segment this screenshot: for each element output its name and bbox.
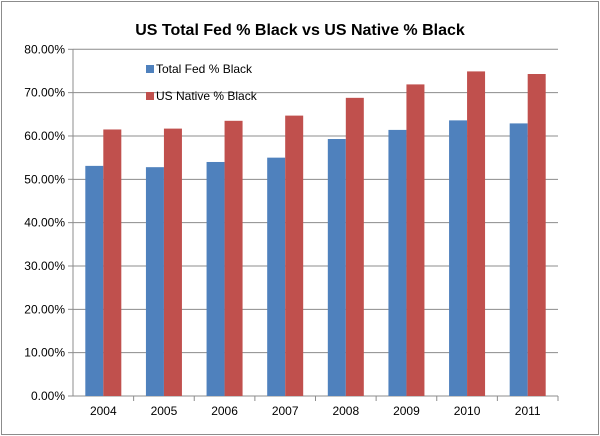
bar-us-native-2004 bbox=[103, 129, 122, 397]
bar-total-fed-2011 bbox=[509, 123, 528, 396]
bar-total-fed-2009 bbox=[388, 129, 407, 396]
legend-label: US Native % Black bbox=[156, 89, 258, 103]
x-tick-label: 2004 bbox=[90, 404, 117, 418]
bar-us-native-2008 bbox=[345, 97, 364, 396]
legend-label: Total Fed % Black bbox=[156, 62, 253, 76]
bar-total-fed-2010 bbox=[449, 120, 468, 396]
bar-total-fed-2008 bbox=[327, 139, 346, 397]
x-tick-label: 2009 bbox=[393, 404, 420, 418]
bar-total-fed-2004 bbox=[85, 165, 104, 396]
y-tick-label: 70.00% bbox=[24, 86, 65, 100]
x-tick-label: 2010 bbox=[454, 404, 481, 418]
x-tick-label: 2008 bbox=[332, 404, 359, 418]
bar-us-native-2005 bbox=[163, 128, 182, 397]
bar-us-native-2009 bbox=[406, 84, 425, 396]
bar-total-fed-2005 bbox=[145, 167, 164, 396]
y-tick-label: 0.00% bbox=[31, 389, 65, 403]
y-tick-label: 80.00% bbox=[24, 42, 65, 56]
x-tick-label: 2007 bbox=[272, 404, 299, 418]
x-tick-label: 2011 bbox=[515, 404, 541, 418]
y-tick-label: 30.00% bbox=[24, 259, 65, 273]
x-tick-label: 2005 bbox=[151, 404, 178, 418]
bar-us-native-2007 bbox=[285, 115, 304, 396]
y-tick-label: 60.00% bbox=[24, 129, 65, 143]
legend-swatch bbox=[146, 92, 154, 100]
y-tick-label: 50.00% bbox=[24, 172, 65, 186]
y-tick-label: 20.00% bbox=[24, 302, 65, 316]
x-tick-label: 2006 bbox=[211, 404, 238, 418]
y-tick-label: 40.00% bbox=[24, 216, 65, 230]
chart-title: US Total Fed % Black vs US Native % Blac… bbox=[135, 22, 465, 39]
legend-swatch bbox=[146, 65, 154, 73]
bar-us-native-2011 bbox=[527, 74, 546, 396]
bar-us-native-2006 bbox=[224, 120, 243, 396]
y-tick-label: 10.00% bbox=[24, 346, 65, 360]
bar-us-native-2010 bbox=[467, 71, 486, 396]
bar-total-fed-2007 bbox=[267, 157, 286, 396]
bar-total-fed-2006 bbox=[206, 161, 225, 396]
